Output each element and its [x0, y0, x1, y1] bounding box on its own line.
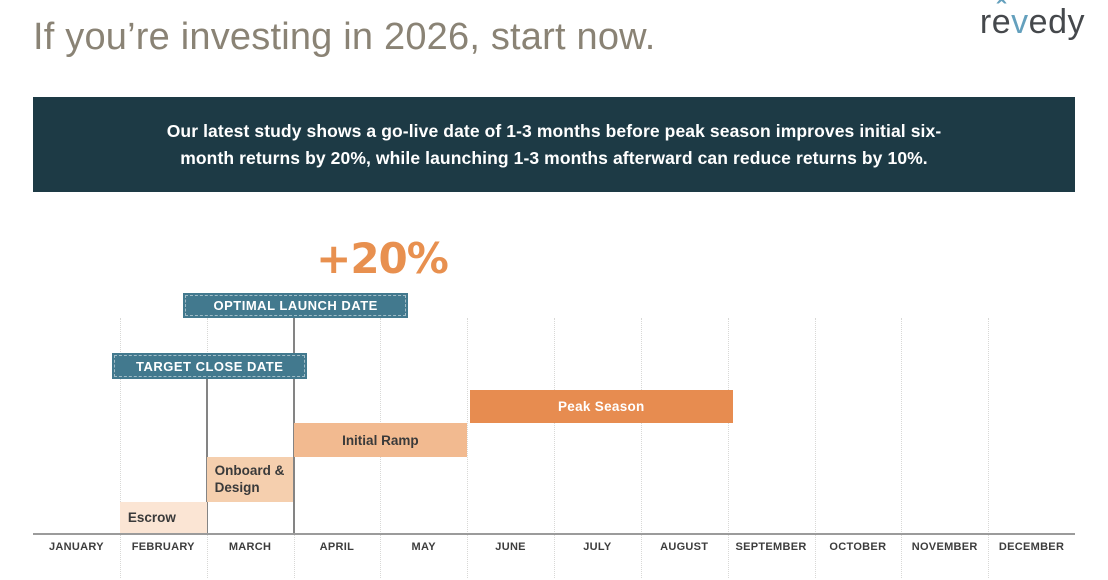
timeline-gantt-chart: +20% OPTIMAL LAUNCH DATE TARGET CLOSE DA…	[33, 230, 1075, 580]
month-label: MARCH	[228, 541, 272, 553]
escrow-bar: Escrow	[119, 502, 207, 533]
study-stat-banner: Our latest study shows a go-live date of…	[33, 97, 1075, 192]
month-label: JANUARY	[48, 541, 104, 553]
month-label: MAY	[411, 541, 436, 553]
month-axis: JANUARY FEBRUARY MARCH APRIL MAY JUNE JULY AUGU…	[33, 541, 1075, 557]
month-label: OCTOBER	[829, 541, 887, 553]
month-label: JULY	[583, 541, 612, 553]
logo-letters-edy: edy	[1028, 3, 1085, 41]
page-title: If you’re investing in 2026, start now.	[33, 16, 656, 58]
revedy-logo: r ˆ evedy	[980, 0, 1085, 44]
month-label: FEBRUARY	[131, 541, 195, 553]
peak-season-bar: Peak Season	[469, 390, 733, 423]
month-gridline	[901, 318, 903, 578]
month-label: AUGUST	[660, 541, 709, 553]
optimal-launch-date-bar: OPTIMAL LAUNCH DATE	[183, 293, 409, 318]
month-label: NOVEMBER	[911, 541, 978, 553]
month-gridline	[467, 318, 469, 578]
month-gridline	[814, 318, 816, 578]
bar-label: Initial Ramp	[342, 432, 419, 448]
month-axis-line	[33, 533, 1075, 535]
bar-label: OPTIMAL LAUNCH DATE	[213, 298, 378, 313]
bar-label: Escrow	[127, 510, 176, 525]
logo-circumflex-accent: ˆ	[996, 0, 1007, 26]
month-label: JUNE	[495, 541, 526, 553]
logo-letter-v: v	[1011, 3, 1029, 41]
logo-letter-r: r	[979, 3, 992, 41]
month-gridline	[640, 318, 642, 578]
month-label: DECEMBER	[998, 541, 1065, 553]
banner-line-1: Our latest study shows a go-live date of…	[166, 120, 942, 141]
target-close-marker-line	[205, 379, 208, 533]
bar-label: Onboard & Design	[214, 463, 285, 495]
month-gridline	[988, 318, 990, 578]
onboard-design-bar: Onboard & Design	[206, 457, 294, 502]
month-gridline	[119, 318, 121, 578]
bar-label: Peak Season	[558, 399, 645, 414]
month-label: SEPTEMBER	[735, 541, 807, 553]
initial-ramp-bar: Initial Ramp	[293, 423, 468, 457]
month-gridline	[727, 318, 729, 578]
banner-line-2: month returns by 20%, while launching 1-…	[180, 147, 928, 168]
plus-20-percent-annotation: +20%	[316, 234, 449, 283]
month-gridline	[554, 318, 555, 578]
target-close-date-bar: TARGET CLOSE DATE	[112, 353, 308, 379]
month-label: APRIL	[319, 541, 355, 553]
bar-label: TARGET CLOSE DATE	[136, 358, 284, 374]
